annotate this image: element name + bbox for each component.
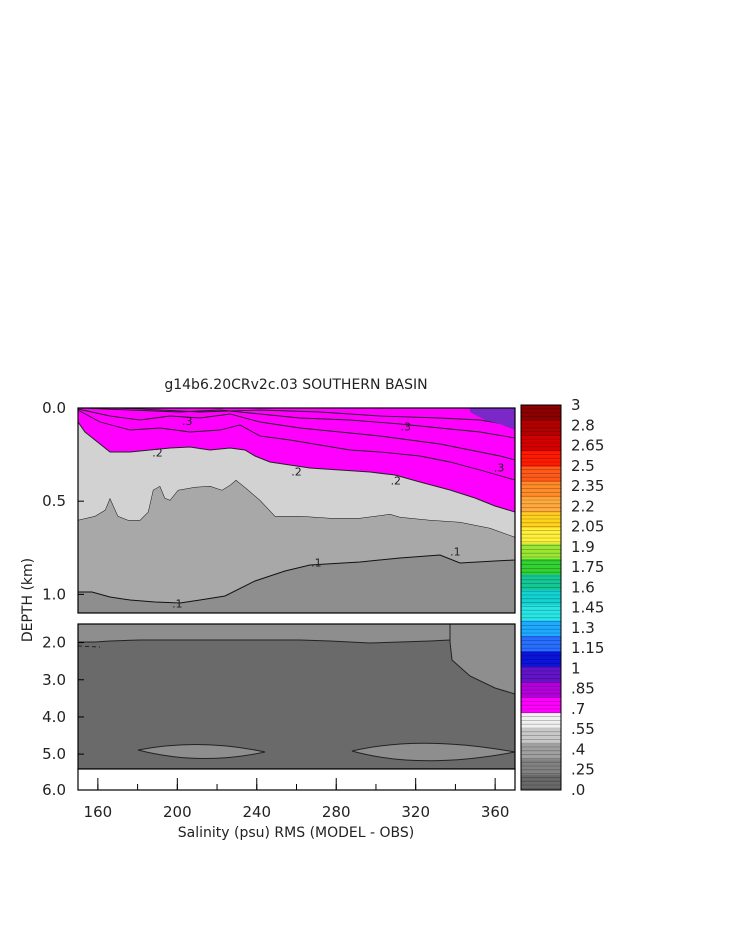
contour-line-2 [78,408,515,439]
colorbar-swatch [521,405,561,421]
colorbar-label: .4 [571,740,585,758]
colorbar-label: 1.3 [571,619,595,637]
colorbar-swatch [521,682,561,698]
colorbar-label: 1.6 [571,578,595,596]
y-tick-label: 3.0 [42,671,66,689]
contour-labels: .3 .2 .2 .3 .2 .3 .1 .1 .1 [152,415,504,611]
y-tick-label: 6.0 [42,781,66,799]
colorbar-label: .55 [571,720,595,738]
x-axis-label: Salinity (psu) RMS (MODEL - OBS) [178,825,414,841]
contour-label: .3 [401,421,412,434]
band-right-deep [449,624,515,695]
x-tick-label: 320 [401,803,430,821]
x-tick-label: 240 [242,803,271,821]
colorbar-swatch [521,636,561,652]
contour-label: .3 [182,415,193,428]
contour-label: .1 [311,557,322,570]
y-axis: 0.0 0.5 1.0 2.0 3.0 4.0 5.0 6.0 [42,399,84,799]
contour-line-0 [78,409,515,481]
colorbar-label: .85 [571,680,595,698]
y-tick-label: 1.0 [42,585,66,603]
colorbar-swatch [521,543,561,560]
band-magenta [78,408,515,513]
colorbar-label: 1.15 [571,639,604,657]
upper-panel [77,407,516,614]
y-tick-label: 2.0 [42,634,66,652]
chart-title: g14b6.20CRv2c.03 SOUTHERN BASIN [164,377,427,393]
contour-label: .2 [391,475,402,488]
x-axis: 160 200 240 280 320 360 [84,778,510,821]
colorbar-swatch [521,497,561,514]
colorbar-swatch [521,559,561,575]
colorbar-swatch [521,466,561,483]
colorbar-label: 1 [571,659,581,677]
colorbar-label: 1.9 [571,538,595,556]
colorbar-swatch [521,651,561,668]
contour-label: .3 [494,462,505,475]
colorbar-swatch [521,713,561,729]
y-tick-label: 5.0 [42,745,66,763]
colorbar-swatch [521,666,561,683]
upper-frame [77,407,516,614]
colorbar-label: 2.2 [571,497,595,515]
y-tick-label: 0.0 [42,399,66,417]
x-tick-label: 360 [481,803,510,821]
y-axis-label: DEPTH (km) [20,558,36,642]
contour-label: .2 [152,447,163,460]
colorbar-swatch [521,620,561,637]
colorbar-label: 1.45 [571,599,604,617]
dashed-contour [78,645,101,648]
colorbar-label: 3 [571,396,581,414]
x-tick-label: 160 [84,803,113,821]
colorbar-swatch [521,759,561,775]
y-tick-label: 4.0 [42,708,66,726]
contour-label: .1 [172,598,183,611]
colorbar-label: 2.65 [571,437,604,455]
colorbar-label: .25 [571,761,595,779]
band-violet [470,408,515,430]
x-tick-label: 280 [322,803,351,821]
colorbar-swatch [521,435,561,452]
colorbar-legend: 3 2.8 2.65 2.5 2.35 2.2 2.05 1.9 1.75 1.6 1.45 1.3 1… [520,396,604,799]
colorbar-swatch [521,743,561,760]
lower-panel [77,623,516,791]
colorbar-swatch [521,589,561,606]
colorbar-swatch [521,774,561,791]
contour-line-3 [119,408,515,427]
contour-line-1 [78,408,515,461]
band-top-deep [78,624,515,644]
colorbar-label: .0 [571,781,585,799]
colorbar-swatch [521,697,561,714]
colorbar-label: 1.75 [571,558,604,576]
colorbar-label: 2.8 [571,416,595,434]
colorbar-swatch [521,528,561,544]
colorbar-swatch [521,728,561,745]
colorbar-swatch [521,605,561,621]
colorbar-swatch [521,512,561,529]
contour-label: .2 [291,465,302,478]
x-tick-label: 200 [163,803,192,821]
colorbar-label: 2.5 [571,457,595,475]
colorbar-swatch [521,420,561,437]
colorbar-label: 2.35 [571,477,604,495]
colorbar-swatch [521,451,561,467]
colorbar-swatch [521,482,561,498]
contour-label: .1 [450,546,461,559]
colorbar-label: 2.05 [571,518,604,536]
colorbar-frame [520,404,562,791]
y-tick-label: 0.5 [42,492,66,510]
colorbar-label: .7 [571,700,585,718]
band-lens-left [137,744,266,759]
band-lens-right [351,742,515,762]
colorbar-swatch [521,574,561,591]
